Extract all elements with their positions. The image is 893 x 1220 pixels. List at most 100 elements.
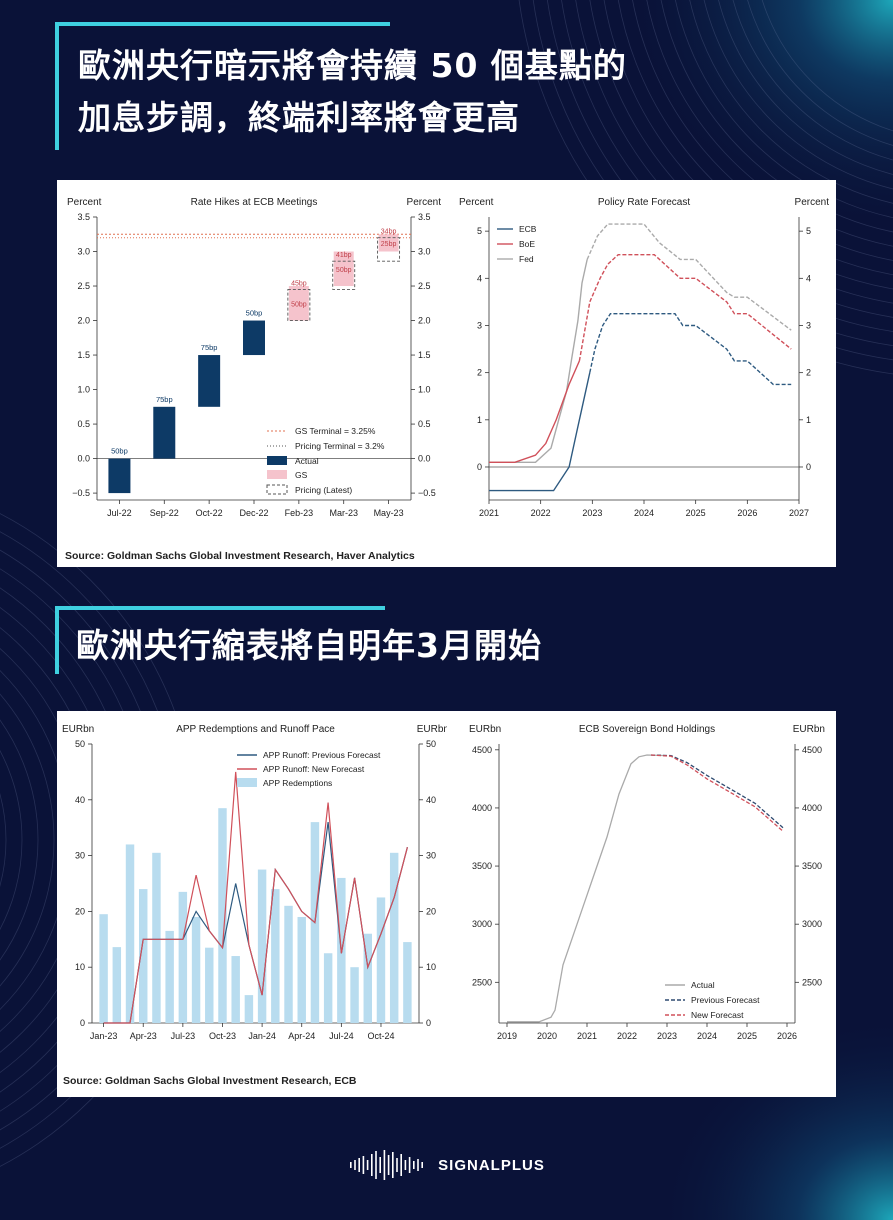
x-tick-label: 2021 [577, 1031, 597, 1041]
x-tick-label: Jul-23 [171, 1031, 196, 1041]
x-tick-label: Apr-24 [288, 1031, 315, 1041]
redemption-bar [284, 905, 293, 1023]
y-tick-label-right: 2.0 [418, 316, 431, 326]
pricing-label: 41bp [336, 252, 352, 259]
x-tick-label: Jul-22 [107, 508, 132, 518]
y-tick-label-right: 20 [426, 906, 436, 916]
logo-bar [408, 1157, 411, 1173]
gs-bar-label: 50bp [291, 301, 307, 308]
actual-bar [198, 355, 221, 407]
logo-bar [392, 1152, 394, 1178]
y-tick-label-left: 3 [477, 320, 482, 330]
decor-arc [718, 0, 893, 175]
actual-bar [108, 458, 131, 494]
y-axis-label-right: EURbn [417, 724, 447, 735]
y-tick-label-left: 1.5 [77, 350, 90, 360]
series-line [507, 754, 668, 1023]
y-tick-label-right: 10 [426, 962, 436, 972]
chart-title: Rate Hikes at ECB Meetings [191, 197, 318, 208]
x-tick-label: Oct-23 [209, 1031, 236, 1041]
y-tick-label-right: 40 [426, 795, 436, 805]
decor-arc [747, 0, 893, 146]
y-tick-label-left: 5 [477, 226, 482, 236]
y-tick-label-right: 50 [426, 739, 436, 749]
bar-label: 50bp [111, 447, 128, 456]
redemption-bar [231, 956, 240, 1023]
pricing-box [332, 260, 356, 290]
decor-arc [0, 792, 7, 888]
y-tick-label-left: 4500 [472, 745, 492, 755]
legend-item: ECB [519, 224, 537, 234]
x-tick-label: 2026 [777, 1031, 797, 1041]
y-tick-label-right: 4000 [802, 803, 822, 813]
series-line-forecast [586, 223, 792, 331]
y-tick-label-right: 2 [806, 368, 811, 378]
title-line-1: 歐洲央行暗示將會持續 50 個基點的 [78, 46, 627, 85]
y-tick-label-right: 5 [806, 226, 811, 236]
redemption-bar [323, 953, 333, 1023]
actual-bar [153, 406, 176, 459]
logo-bar [371, 1154, 373, 1176]
y-tick-label-left: 2 [477, 368, 482, 378]
actual-bar [243, 320, 265, 356]
redemption-bar [363, 933, 372, 1023]
redemption-bar [165, 930, 174, 1023]
gs-bar [378, 234, 399, 252]
page-title: 歐洲央行暗示將會持續 50 個基點的 加息步調，終端利率將會更高 [78, 40, 627, 144]
decor-arc [0, 693, 55, 987]
y-tick-label-right: 3.0 [418, 247, 431, 257]
x-tick-label: 2025 [737, 1031, 757, 1041]
redemption-bar [218, 808, 227, 1023]
runoff-line [103, 771, 408, 1024]
y-tick-label-left: 0.5 [77, 419, 90, 429]
gs-bar [288, 286, 309, 321]
decor-arc [732, 0, 893, 161]
redemption-bar [205, 947, 214, 1023]
redemption-bar [244, 995, 254, 1023]
series-line-actual [489, 360, 581, 463]
pricing-label: 34bp [381, 229, 397, 236]
legend-item: Actual [691, 980, 715, 990]
title-accent-bar [55, 22, 390, 26]
x-tick-label: May-23 [374, 508, 404, 518]
y-tick-label-left: 50 [75, 739, 85, 749]
y-tick-label-right: 2.5 [418, 281, 431, 291]
redemption-bar [112, 947, 122, 1023]
decor-arc [703, 0, 893, 190]
x-tick-label: 2027 [789, 508, 809, 518]
redemption-bar [350, 967, 359, 1023]
logo-bar [354, 1160, 356, 1170]
legend-swatch [266, 484, 288, 495]
redemption-bar [178, 891, 188, 1023]
brand-name: SIGNALPLUS [438, 1156, 545, 1174]
chart-title: APP Redemptions and Runoff Pace [176, 724, 335, 735]
redemption-bar [125, 844, 135, 1023]
x-tick-label: 2023 [582, 508, 602, 518]
x-tick-label: 2025 [686, 508, 706, 518]
x-tick-label: Oct-24 [367, 1031, 394, 1041]
x-tick-label: Jul-24 [329, 1031, 354, 1041]
title-accent-bar [55, 606, 59, 674]
series-line-forecast [589, 313, 792, 386]
y-tick-label-left: −0.5 [72, 488, 90, 498]
logo-bar [379, 1157, 382, 1173]
chart-title: ECB Sovereign Bond Holdings [579, 724, 715, 735]
y-tick-label-left: 40 [75, 795, 85, 805]
legend-swatch [267, 470, 287, 479]
redemption-bar [99, 914, 108, 1023]
logo-bar [396, 1158, 398, 1172]
gs-bar [333, 251, 354, 287]
logo-bar [358, 1158, 361, 1172]
y-tick-label-left: 0 [477, 462, 482, 472]
legend-swatch [267, 456, 287, 465]
legend-item: APP Redemptions [263, 778, 332, 788]
y-tick-label-left: 2.5 [77, 281, 90, 291]
decor-arc [761, 0, 893, 132]
y-tick-label-left: 0.0 [77, 454, 90, 464]
y-tick-label-left: 3500 [472, 861, 492, 871]
brand-footer: SIGNALPLUS [0, 1140, 893, 1190]
x-tick-label: 2024 [634, 508, 654, 518]
signal-logo-icon [350, 1150, 424, 1180]
legend-item: Actual [295, 456, 319, 466]
legend-item: Fed [519, 254, 534, 264]
